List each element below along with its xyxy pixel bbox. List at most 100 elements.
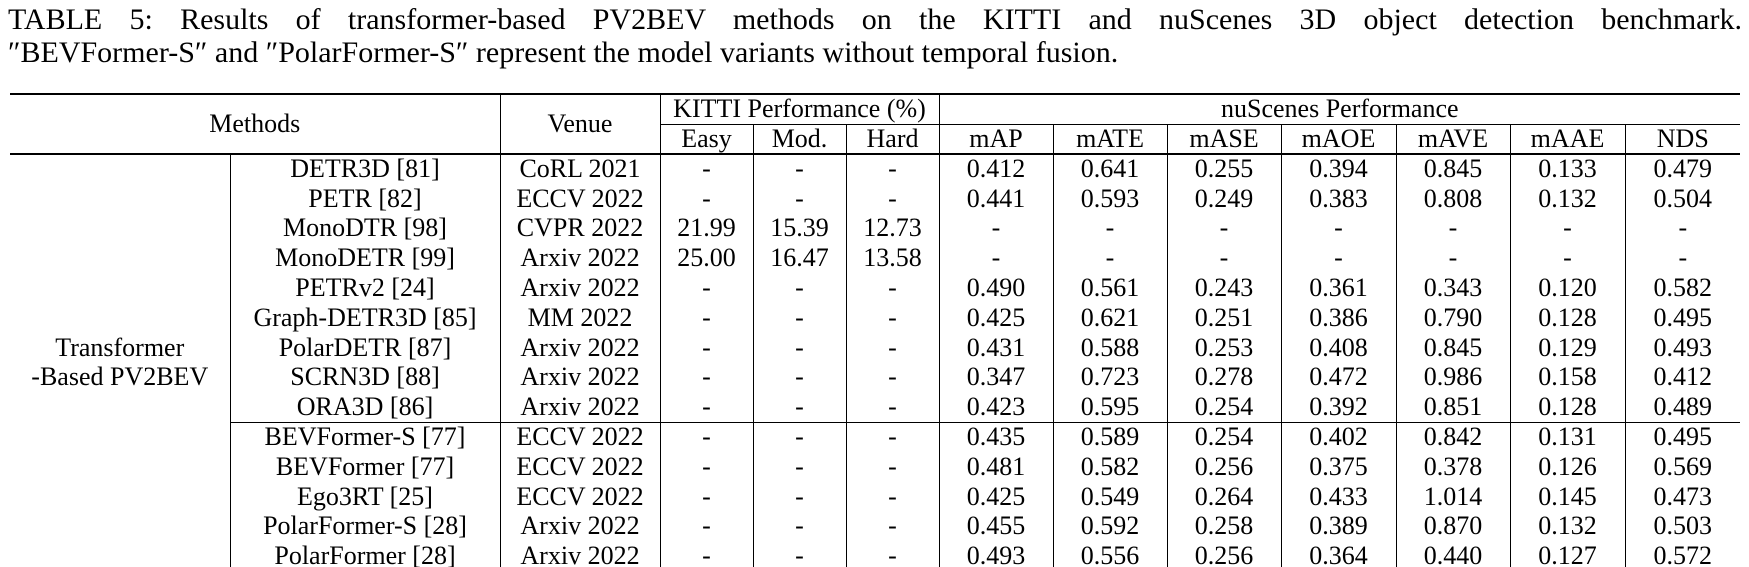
nuscenes-value-cell: 0.278 — [1166, 362, 1282, 393]
venue-cell: ECCV 2022 — [499, 481, 660, 512]
table-row: MonoDTR [98] CVPR 2022 21.99 15.39 12.73- - - -… — [10, 213, 1741, 244]
method-cell: PolarFormer-S [28] — [229, 511, 500, 542]
table-row: PolarFormer [28] Arxiv 2022- - -0.493 0.556 0… — [10, 541, 1741, 567]
venue-cell: MM 2022 — [499, 303, 660, 333]
nuscenes-value-cell: 0.249 — [1166, 183, 1282, 214]
nuscenes-value-cell: - — [1395, 243, 1511, 274]
kitti-value-cell: - — [752, 273, 846, 304]
nuscenes-value-cell: 0.431 — [938, 332, 1054, 363]
kitti-value-cell: - — [659, 421, 753, 453]
kitti-value-cell: - — [752, 421, 846, 453]
kitti-value-cell: - — [659, 273, 753, 304]
col-subheader-mase: mASE — [1166, 124, 1282, 156]
nuscenes-value-cell: 0.254 — [1166, 421, 1282, 453]
nuscenes-value-cell: 0.473 — [1624, 481, 1741, 512]
method-cell: PolarDETR [87] — [229, 332, 500, 363]
nuscenes-value-cell: 0.472 — [1280, 362, 1397, 393]
nuscenes-value-cell: 0.842 — [1395, 421, 1511, 453]
kitti-value-cell: - — [845, 303, 940, 333]
nuscenes-value-cell: 0.561 — [1052, 273, 1168, 304]
nuscenes-value-cell: 0.243 — [1166, 273, 1282, 304]
nuscenes-value-cell: 0.589 — [1052, 421, 1168, 453]
nuscenes-value-cell: 0.120 — [1509, 273, 1626, 304]
kitti-value-cell: 15.39 — [752, 213, 846, 244]
nuscenes-value-cell: 0.503 — [1624, 511, 1741, 542]
nuscenes-value-cell: - — [1166, 243, 1282, 274]
table-row: PolarDETR [87] Arxiv 2022- - -0.431 0.588 0.2… — [10, 332, 1741, 363]
nuscenes-value-cell: 0.723 — [1052, 362, 1168, 393]
venue-cell: ECCV 2022 — [499, 183, 660, 214]
nuscenes-value-cell: 0.254 — [1166, 392, 1282, 423]
nuscenes-value-cell: 0.132 — [1509, 183, 1626, 214]
method-cell: PETR [82] — [229, 183, 500, 214]
venue-cell: CVPR 2022 — [499, 213, 660, 244]
nuscenes-value-cell: 0.256 — [1166, 452, 1282, 482]
results-table: Methods Venue KITTI Performance (%) nuSc… — [10, 93, 1741, 567]
table-row: SCRN3D [88] Arxiv 2022- - -0.347 0.723 0.278 0… — [10, 362, 1741, 393]
kitti-value-cell: - — [845, 541, 940, 567]
method-cell: ORA3D [86] — [229, 392, 500, 423]
method-cell: DETR3D [81] — [229, 154, 500, 184]
col-header-kitti-performance: KITTI Performance (%) — [659, 94, 940, 125]
nuscenes-value-cell: 0.986 — [1395, 362, 1511, 393]
nuscenes-value-cell: 0.588 — [1052, 332, 1168, 363]
nuscenes-value-cell: 0.258 — [1166, 511, 1282, 542]
nuscenes-value-cell: 0.253 — [1166, 332, 1282, 363]
nuscenes-value-cell: 0.481 — [938, 452, 1054, 482]
nuscenes-value-cell: 0.392 — [1280, 392, 1397, 423]
nuscenes-value-cell: 0.383 — [1280, 183, 1397, 214]
nuscenes-value-cell: - — [1624, 243, 1741, 274]
table-row: PETR [82] ECCV 2022- - -0.441 0.593 0.249 0.38… — [10, 183, 1741, 214]
nuscenes-value-cell: 0.490 — [938, 273, 1054, 304]
nuscenes-value-cell: 0.441 — [938, 183, 1054, 214]
nuscenes-value-cell: 0.433 — [1280, 481, 1397, 512]
venue-cell: Arxiv 2022 — [499, 541, 660, 567]
nuscenes-value-cell: 0.127 — [1509, 541, 1626, 567]
kitti-value-cell: - — [845, 332, 940, 363]
method-cell: Ego3RT [25] — [229, 481, 500, 512]
kitti-value-cell: - — [659, 183, 753, 214]
venue-cell: ECCV 2022 — [499, 421, 660, 453]
nuscenes-value-cell: 0.572 — [1624, 541, 1741, 567]
nuscenes-value-cell: 0.851 — [1395, 392, 1511, 423]
nuscenes-value-cell: 0.126 — [1509, 452, 1626, 482]
method-cell: MonoDTR [98] — [229, 213, 500, 244]
nuscenes-value-cell: - — [1052, 213, 1168, 244]
col-subheader-maae: mAAE — [1509, 124, 1626, 156]
table-caption-line1: TABLE 5: Results of transformer-based PV… — [8, 3, 1742, 36]
nuscenes-value-cell: 0.128 — [1509, 303, 1626, 333]
nuscenes-value-cell: 0.375 — [1280, 452, 1397, 482]
kitti-value-cell: - — [845, 154, 940, 184]
nuscenes-value-cell: 0.556 — [1052, 541, 1168, 567]
kitti-value-cell: - — [752, 481, 846, 512]
col-header-methods: Methods — [10, 94, 500, 156]
nuscenes-value-cell: 0.128 — [1509, 392, 1626, 423]
venue-cell: Arxiv 2022 — [499, 332, 660, 363]
nuscenes-value-cell: 0.364 — [1280, 541, 1397, 567]
nuscenes-value-cell: 0.251 — [1166, 303, 1282, 333]
venue-cell: CoRL 2021 — [499, 154, 660, 184]
nuscenes-value-cell: - — [1166, 213, 1282, 244]
kitti-value-cell: - — [752, 362, 846, 393]
nuscenes-value-cell: 1.014 — [1395, 481, 1511, 512]
nuscenes-value-cell: 0.389 — [1280, 511, 1397, 542]
method-cell: SCRN3D [88] — [229, 362, 500, 393]
kitti-value-cell: - — [845, 362, 940, 393]
kitti-value-cell: - — [659, 452, 753, 482]
table-row: Transformer -Based PV2BEV DETR3D [81] CoRL … — [10, 154, 1741, 391]
nuscenes-value-cell: 0.158 — [1509, 362, 1626, 393]
nuscenes-value-cell: 0.504 — [1624, 183, 1741, 214]
col-subheader-map: mAP — [938, 124, 1054, 156]
nuscenes-value-cell: 0.408 — [1280, 332, 1397, 363]
table-row: MonoDETR [99] Arxiv 2022 25.00 16.47 13.58- -… — [10, 243, 1741, 274]
kitti-value-cell: 16.47 — [752, 243, 846, 274]
nuscenes-value-cell: 0.256 — [1166, 541, 1282, 567]
kitti-value-cell: - — [659, 392, 753, 423]
nuscenes-value-cell: 0.595 — [1052, 392, 1168, 423]
nuscenes-value-cell: 0.479 — [1624, 154, 1741, 184]
kitti-value-cell: - — [845, 511, 940, 542]
nuscenes-value-cell: 0.493 — [938, 541, 1054, 567]
kitti-value-cell: - — [659, 154, 753, 184]
kitti-value-cell: 12.73 — [845, 213, 940, 244]
kitti-value-cell: - — [752, 332, 846, 363]
